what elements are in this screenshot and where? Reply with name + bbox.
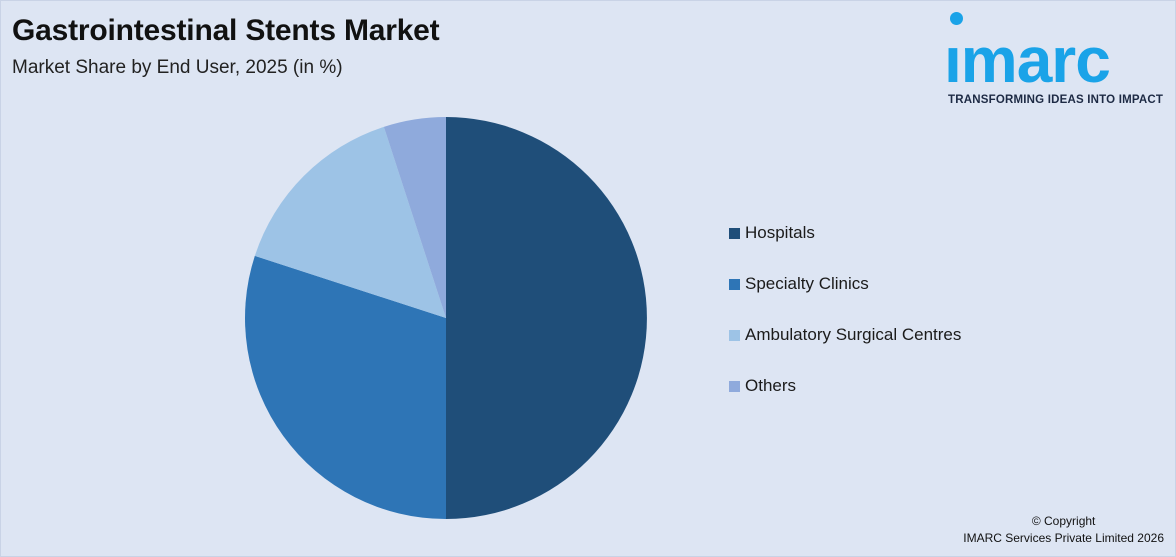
pie-slice-hospitals — [446, 117, 647, 519]
legend-item: Specialty Clinics — [729, 273, 961, 295]
chart-title: Gastrointestinal Stents Market — [12, 14, 440, 47]
imarc-logo: ımarc TRANSFORMING IDEAS INTO IMPACT — [940, 10, 1172, 110]
chart-legend: Hospitals Specialty Clinics Ambulatory Sur… — [729, 222, 961, 426]
copyright-notice: © Copyright IMARC Services Private Limit… — [963, 513, 1164, 547]
pie-slice-others — [383, 117, 446, 318]
logo-tagline: TRANSFORMING IDEAS INTO IMPACT — [948, 94, 1164, 106]
legend-label: Ambulatory Surgical Centres — [745, 325, 962, 344]
pie-slice-specialty-clinics — [245, 255, 446, 520]
legend-swatch — [729, 329, 740, 341]
logo-wordmark: ımarc — [944, 24, 1111, 96]
legend-label: Specialty Clinics — [745, 274, 869, 293]
legend-swatch — [729, 278, 740, 290]
chart-subtitle: Market Share by End User, 2025 (in %) — [12, 57, 343, 78]
legend-item: Ambulatory Surgical Centres — [729, 324, 961, 346]
copyright-line: © Copyright — [1031, 514, 1096, 528]
legend-swatch — [729, 380, 740, 392]
legend-label: Hospitals — [745, 223, 815, 242]
legend-item: Others — [729, 375, 961, 397]
legend-swatch — [729, 227, 740, 239]
pie-slice-ambulatory-surgical-centres — [254, 126, 446, 318]
company-line: IMARC Services Private Limited 2026 — [963, 531, 1164, 545]
logo-dot-icon — [950, 12, 963, 25]
legend-label: Others — [745, 376, 797, 395]
legend-item: Hospitals — [729, 222, 961, 244]
